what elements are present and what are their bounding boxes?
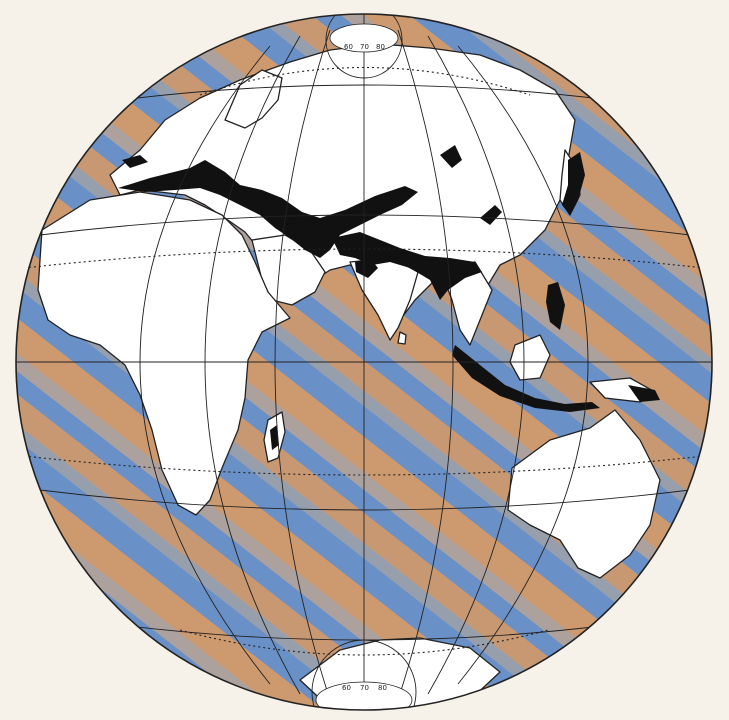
- north-label-60: 60: [344, 43, 353, 51]
- meridian-line: [139, 45, 271, 685]
- caucasus-belt: [122, 155, 148, 168]
- meridian-line: [397, 29, 454, 701]
- tropic-of-capricorn: [23, 455, 705, 476]
- north-polar-cap: [329, 23, 399, 53]
- new-guinea-belt: [628, 385, 660, 402]
- antarctic-circle: [179, 629, 549, 656]
- south-label-80: 80: [378, 684, 387, 692]
- graticule: [16, 14, 712, 710]
- alpine-himalayan-belt: [118, 160, 418, 258]
- philippines-arc: [546, 282, 565, 330]
- parallel-line: [119, 84, 611, 101]
- south-label-70: 70: [360, 684, 369, 692]
- tropic-lines: [23, 67, 705, 656]
- globe-rim: [15, 13, 713, 711]
- china-belt: [480, 205, 502, 225]
- meridian-line: [204, 35, 301, 695]
- australia-landmass: [507, 409, 661, 579]
- japan-arc: [562, 152, 585, 215]
- madagascar-belt: [270, 425, 279, 450]
- south-pole-labels: 60 70 80: [342, 684, 387, 692]
- tibet-belt: [355, 258, 378, 278]
- landmasses: [37, 43, 661, 710]
- meridian-line: [457, 45, 589, 685]
- central-asia-belt: [440, 145, 462, 168]
- north-polar-circle: [325, 14, 403, 79]
- parallel-line: [39, 214, 691, 236]
- south-label-60: 60: [342, 684, 351, 692]
- tropic-of-cancer: [23, 248, 705, 269]
- arctic-circle: [199, 67, 531, 96]
- north-pole-labels: 60 70 80: [344, 43, 385, 51]
- meridian-line: [427, 35, 525, 695]
- meridian-line: [274, 29, 331, 701]
- south-polar-circle: [311, 639, 417, 710]
- sri-lanka-landmass: [397, 331, 407, 345]
- parallel-line: [39, 489, 691, 511]
- north-label-70: 70: [360, 43, 369, 51]
- north-label-80: 80: [376, 43, 385, 51]
